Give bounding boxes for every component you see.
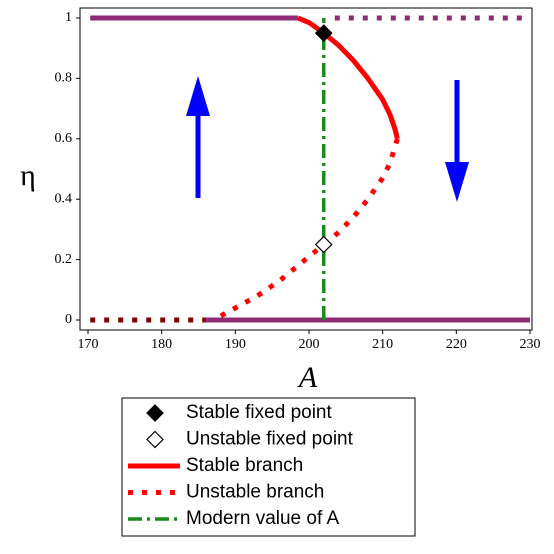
- y-axis-label: η: [20, 159, 36, 192]
- x-tick-label: 200: [299, 337, 320, 352]
- arrow-down: [445, 80, 469, 202]
- y-tick-label: 1: [65, 10, 72, 25]
- legend-label: Modern value of A: [186, 508, 339, 529]
- x-tick-label: 170: [78, 337, 99, 352]
- x-axis-label: A: [297, 361, 318, 394]
- legend-label: Stable fixed point: [186, 402, 332, 423]
- x-tick-label: 190: [225, 337, 246, 352]
- series-line: [297, 15, 400, 140]
- legend-label: Stable branch: [186, 455, 303, 476]
- legend-label: Unstable fixed point: [186, 429, 354, 450]
- x-tick-label: 230: [520, 337, 541, 352]
- y-tick-label: 0.6: [55, 131, 73, 146]
- legend-label: Unstable branch: [186, 482, 324, 503]
- y-tick-label: 0.8: [55, 71, 73, 86]
- data-point: [314, 24, 333, 42]
- y-tick-label: 0.4: [55, 191, 73, 206]
- legend-symbol: [146, 430, 164, 449]
- x-tick-label: 210: [372, 337, 393, 352]
- series-line: [212, 138, 400, 323]
- x-tick-label: 180: [151, 337, 172, 352]
- y-tick-label: 0: [65, 312, 72, 327]
- plot-frame: [79, 7, 533, 331]
- data-point: [314, 235, 333, 254]
- arrow-up: [186, 76, 210, 198]
- x-tick-label: 220: [446, 337, 467, 352]
- y-tick-label: 0.2: [55, 252, 73, 267]
- legend-symbol: [146, 404, 164, 422]
